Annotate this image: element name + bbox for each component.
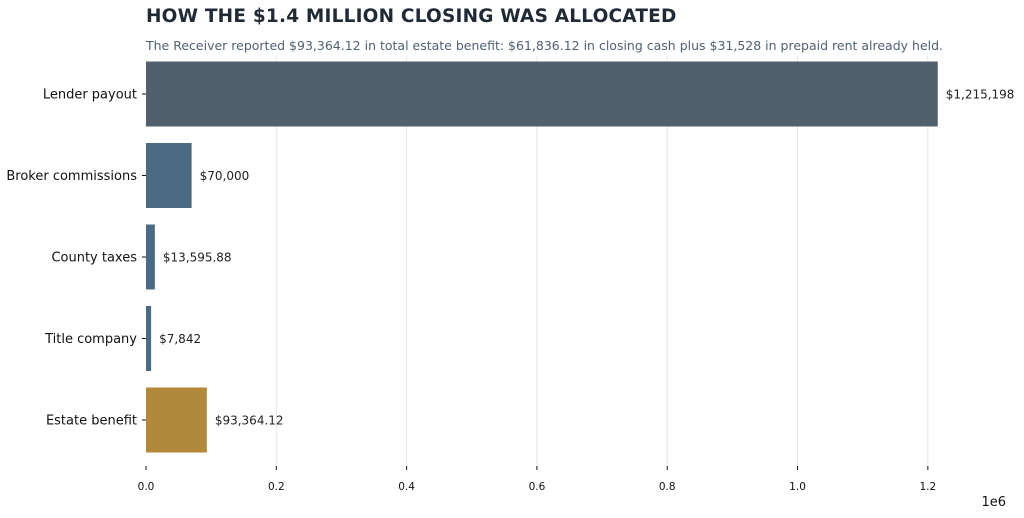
x-tick-label: 0.4: [398, 481, 415, 493]
bar: [146, 224, 155, 290]
bar: [146, 143, 192, 208]
value-label: $1,215,198: [946, 88, 1015, 102]
value-label: $70,000: [200, 169, 250, 183]
x-tick-label: 1.0: [789, 481, 806, 493]
category-label: Lender payout: [43, 88, 137, 103]
chart-title: HOW THE $1.4 MILLION CLOSING WAS ALLOCAT…: [146, 6, 677, 27]
value-label: $13,595.88: [163, 251, 232, 265]
chart-subtitle: The Receiver reported $93,364.12 in tota…: [146, 38, 944, 53]
bar: [146, 387, 207, 453]
category-label: Title company: [44, 332, 137, 347]
x-tick-label: 0.8: [659, 481, 676, 493]
bar: [146, 61, 938, 127]
value-label: $7,842: [159, 332, 201, 346]
category-label: County taxes: [51, 251, 137, 266]
value-label: $93,364.12: [215, 414, 284, 428]
x-tick-label: 0.2: [268, 481, 285, 493]
x-tick-label: 1.2: [919, 481, 936, 493]
category-label: Broker commissions: [6, 169, 137, 184]
x-tick-label: 0.0: [138, 481, 155, 493]
x-tick-label: 0.6: [529, 481, 546, 493]
bars: $1,215,198 $70,000 $13,595.88 $7,842 $93,364…: [146, 61, 1015, 453]
axes: Lender payout Broker commissions County ta…: [6, 88, 936, 494]
category-label: Estate benefit: [46, 414, 137, 429]
x-axis-offset-label: 1e6: [981, 495, 1006, 510]
bar: [146, 306, 152, 371]
